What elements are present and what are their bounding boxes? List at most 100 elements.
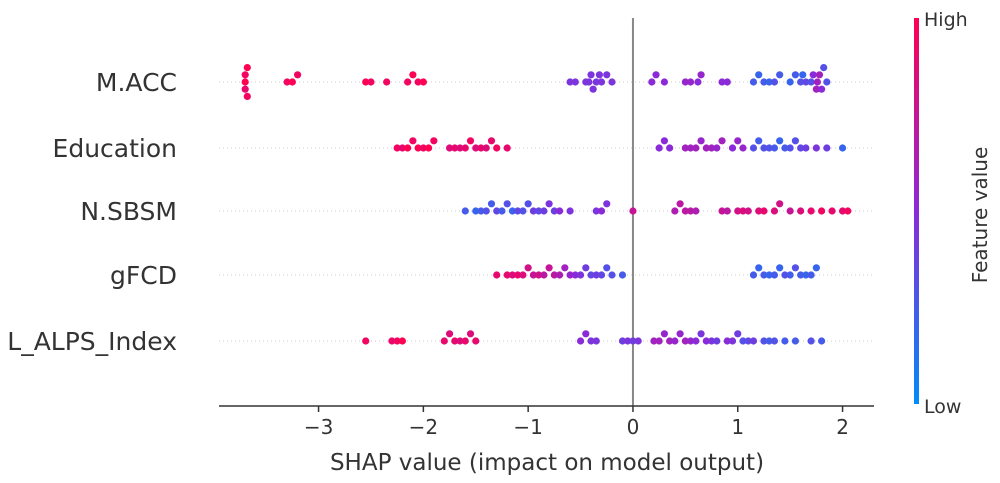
shap-point [791, 337, 800, 345]
shap-point [603, 200, 611, 208]
shap-point [472, 207, 480, 215]
shap-point [451, 144, 459, 152]
shap-point [587, 271, 595, 279]
shap-point [445, 330, 454, 338]
shap-point [770, 337, 779, 345]
shap-point [652, 71, 660, 79]
shap-point [791, 71, 800, 79]
shap-point [508, 207, 517, 215]
shap-point [702, 337, 710, 345]
colorbar-low-label: Low [924, 396, 961, 418]
shap-point [692, 337, 700, 345]
shap-point [799, 71, 807, 79]
shap-point [524, 200, 532, 208]
shap-point [283, 78, 291, 86]
shap-point [592, 337, 600, 345]
shap-point [692, 144, 700, 152]
shap-point [540, 207, 548, 215]
shap-point [362, 337, 370, 345]
shap-point [660, 78, 669, 86]
shap-point [760, 271, 768, 279]
shap-point [755, 207, 763, 215]
shap-point [728, 337, 737, 345]
shap-point [243, 64, 251, 72]
shap-point [713, 144, 721, 152]
shap-point [676, 330, 684, 338]
feature-label: N.SBSM [80, 197, 177, 226]
shap-point [608, 271, 616, 279]
shap-point [587, 337, 595, 345]
shap-point [818, 207, 826, 215]
shap-point [702, 144, 710, 152]
shap-point [776, 137, 784, 145]
shap-point [618, 337, 627, 345]
shap-point [765, 271, 773, 279]
shap-point [809, 71, 817, 79]
shap-point [844, 207, 852, 215]
shap-point [692, 207, 700, 215]
shap-point [655, 144, 663, 152]
shap-point [595, 71, 604, 79]
shap-point [451, 337, 459, 345]
shap-point [765, 144, 773, 152]
shap-point [592, 78, 600, 86]
colorbar-high-label: High [924, 9, 968, 31]
shap-point [786, 78, 794, 86]
shap-point [660, 330, 669, 338]
shap-point [487, 200, 496, 208]
shap-point [755, 71, 763, 79]
shap-point [723, 207, 731, 215]
shap-point [624, 337, 632, 345]
shap-point [776, 264, 784, 272]
shap-point [707, 144, 716, 152]
shap-point [592, 207, 600, 215]
shap-point [739, 144, 747, 152]
shap-point [587, 71, 595, 79]
shap-point [561, 264, 569, 272]
shap-point [760, 144, 768, 152]
shap-point [629, 337, 637, 345]
shap-point [589, 85, 597, 93]
shap-point [461, 144, 469, 152]
shap-point [655, 337, 663, 345]
shap-point [802, 78, 810, 86]
shap-point [419, 78, 427, 86]
x-tick-label: −1 [513, 415, 542, 439]
shap-point [728, 144, 737, 152]
shap-point [618, 271, 627, 279]
shap-point [540, 271, 548, 279]
shap-point [461, 207, 469, 215]
shap-point [477, 207, 485, 215]
shap-point [776, 200, 784, 208]
shap-point [493, 271, 501, 279]
shap-point [482, 144, 490, 152]
shap-point [776, 71, 784, 79]
shap-point [648, 78, 656, 86]
x-tick-label: 1 [731, 415, 744, 439]
shap-point [723, 78, 731, 86]
shap-point [697, 137, 705, 145]
shap-point [671, 207, 679, 215]
shap-point [749, 144, 758, 152]
feature-label: Education [53, 134, 177, 163]
shap-point [744, 207, 752, 215]
shap-point [687, 337, 695, 345]
shap-point [576, 271, 585, 279]
shap-point [838, 207, 847, 215]
shap-point [597, 207, 606, 215]
shap-point [288, 78, 296, 86]
shap-point [734, 137, 742, 145]
shap-point [650, 337, 658, 345]
shap-point [671, 337, 679, 345]
shap-point [755, 264, 763, 272]
shap-point [398, 337, 406, 345]
shap-point [241, 71, 249, 79]
shap-point [676, 200, 684, 208]
shap-point [828, 207, 836, 215]
shap-point [797, 271, 805, 279]
shap-point [770, 78, 779, 86]
shap-point [765, 337, 773, 345]
shap-point [545, 264, 553, 272]
shap-point [556, 271, 564, 279]
